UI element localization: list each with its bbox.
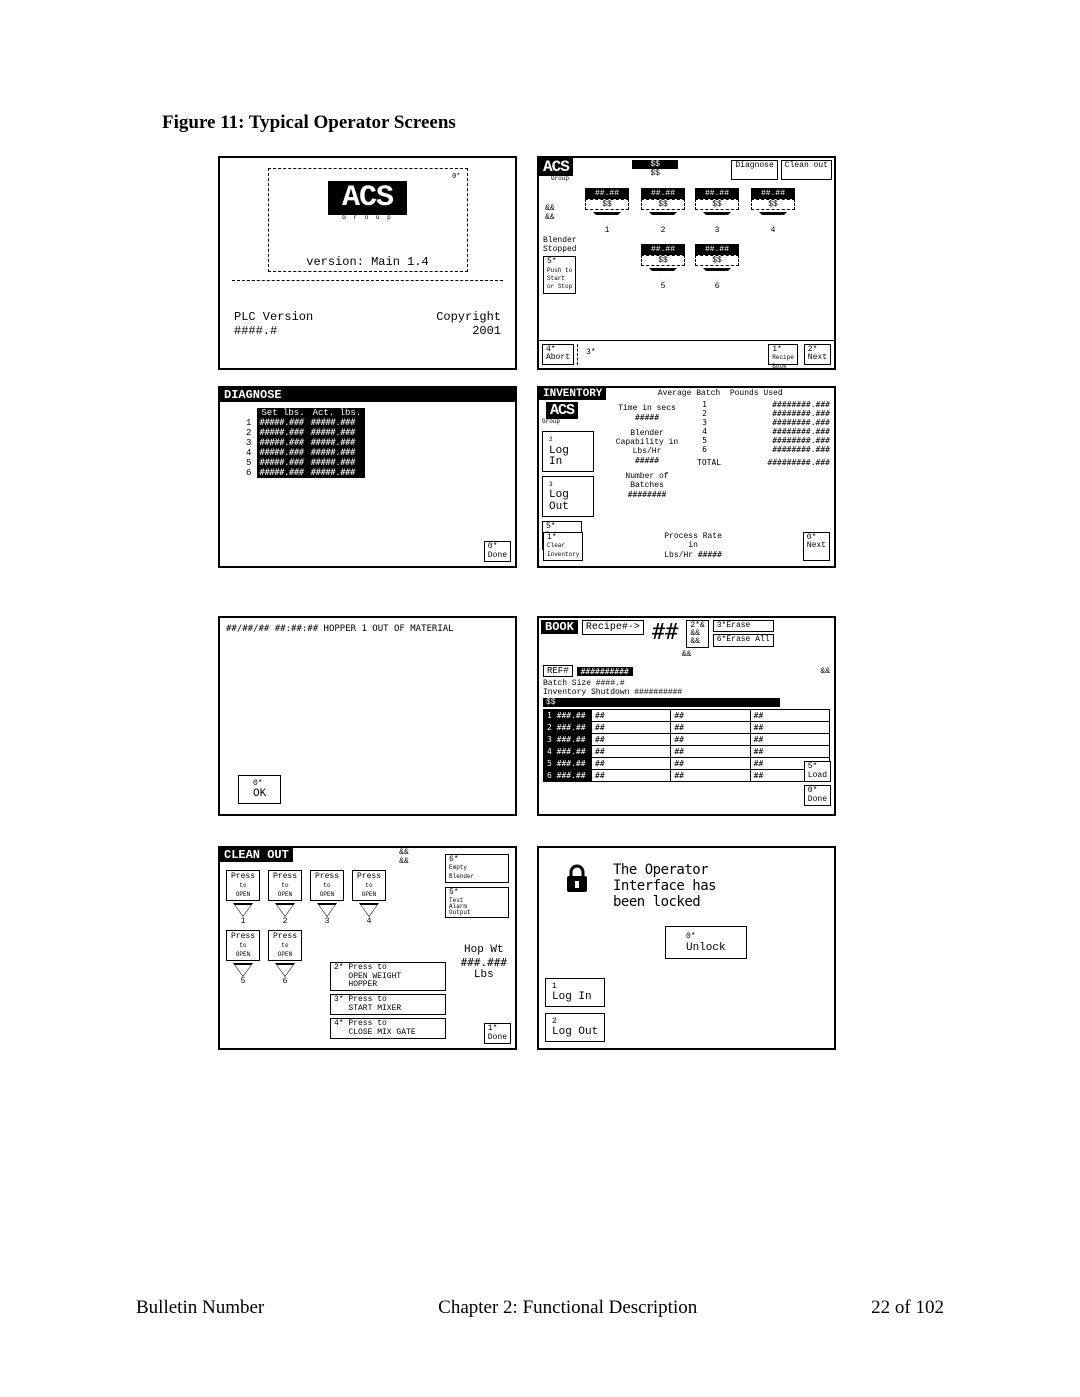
step-3[interactable]: 3* Press to START MIXER xyxy=(330,994,446,1015)
step-4[interactable]: 4* Press to CLOSE MIX GATE xyxy=(330,1018,446,1039)
alarm-text: ##/##/## ##:##:## HOPPER 1 OUT OF MATERI… xyxy=(220,618,515,640)
plc-value: ####.# xyxy=(234,324,277,338)
page: Figure 11: Typical Operator Screens 0* A… xyxy=(0,0,1080,1397)
screen-main: ACS Group $$ $$ Diagnose Clean out && && xyxy=(537,156,836,370)
version-text: version: Main 1.4 xyxy=(269,255,467,269)
press-1[interactable]: PresstoOPEN xyxy=(226,870,260,901)
acs-logo: ACS xyxy=(546,402,578,419)
login-button[interactable]: 2Log In xyxy=(542,431,594,472)
screen-inventory: INVENTORY Average Batch Pounds Used ACS … xyxy=(537,386,836,568)
footer-right: 22 of 102 xyxy=(871,1297,944,1319)
copyright-year: 2001 xyxy=(472,324,501,338)
diagnose-button[interactable]: Diagnose xyxy=(731,160,777,180)
title-top: $$ xyxy=(632,160,678,169)
logout-button[interactable]: 3Log Out xyxy=(542,476,594,517)
locked-msg-3: been locked xyxy=(613,894,716,910)
diagnose-table: Set lbs. Act. lbs. 1#####.########.### 2… xyxy=(244,408,365,478)
next-button[interactable]: 2*Next xyxy=(804,344,831,365)
ref-label: REF# xyxy=(543,665,573,677)
hop1-top: ##.## xyxy=(585,188,629,199)
title-bot: $$ xyxy=(650,169,660,178)
press-6[interactable]: PresstoOPEN xyxy=(268,930,302,961)
screen-diagnose: DIAGNOSE Set lbs. Act. lbs. 1#####.#####… xyxy=(218,386,517,568)
recipe-label: Recipe#-> xyxy=(582,620,644,635)
test-alarm-button[interactable]: 5*Test Alarm Output xyxy=(445,887,509,918)
next-button[interactable]: 0*Next xyxy=(803,532,830,561)
lock-icon xyxy=(563,862,591,898)
hopwt-label: Hop Wt xyxy=(461,944,507,956)
header: CLEAN OUT xyxy=(220,848,293,862)
copyright-label: Copyright xyxy=(436,310,501,324)
screens-container: 0* ACS G r o u p version: Main 1.4 PLC V… xyxy=(218,156,836,1060)
pct-label-2: && xyxy=(545,213,555,222)
recipe-button[interactable]: 1*Recipe Book xyxy=(768,344,798,365)
ok-button[interactable]: 0*OK xyxy=(238,775,281,804)
load-button[interactable]: 5*Load xyxy=(804,761,831,782)
done-button[interactable]: 0*Done xyxy=(804,785,831,806)
blender-label: Blender xyxy=(543,236,577,245)
screen-locked: The Operator Interface has been locked 0… xyxy=(537,846,836,1050)
page-footer: Bulletin Number Chapter 2: Functional De… xyxy=(136,1297,944,1319)
cleanout-button[interactable]: Clean out xyxy=(781,160,832,180)
footer-center: Chapter 2: Functional Description xyxy=(438,1297,697,1319)
abort-button[interactable]: 4*Abort xyxy=(542,344,574,365)
hopwt-value: ###.### xyxy=(461,956,507,969)
book-table: 1 ###.######## 2 ###.######## 3 ###.####… xyxy=(543,709,830,782)
acs-logo: ACS xyxy=(539,158,573,176)
ref-val: ########## xyxy=(577,667,633,676)
acs-logo: ACS xyxy=(328,181,407,215)
screen-cleanout: CLEAN OUT &&&& PresstoOPEN1 PresstoOPEN2… xyxy=(218,846,517,1050)
screen-alarm: ##/##/## ##:##:## HOPPER 1 OUT OF MATERI… xyxy=(218,616,517,816)
screen-book: BOOK Recipe#-> ## 2*& && && 3*Erase 6*Er… xyxy=(537,616,836,816)
logout-button[interactable]: 2Log Out xyxy=(545,1013,605,1042)
done-button[interactable]: 0*Done xyxy=(484,541,511,562)
press-2[interactable]: PresstoOPEN xyxy=(268,870,302,901)
unlock-button[interactable]: 0* Unlock xyxy=(665,926,747,959)
erase-all-button[interactable]: 6*Erase All xyxy=(713,634,774,646)
f3-area: 3* xyxy=(577,344,765,365)
footer-left: Bulletin Number xyxy=(136,1297,264,1319)
pct-label-1: && xyxy=(545,204,555,213)
screen-splash: 0* ACS G r o u p version: Main 1.4 PLC V… xyxy=(218,156,517,370)
clear-button[interactable]: 1*Clear Inventory xyxy=(543,532,583,561)
locked-msg-2: Interface has xyxy=(613,878,716,894)
start-stop-button[interactable]: 5* Push to Start or Stop xyxy=(543,256,576,294)
step-2[interactable]: 2* Press to OPEN WEIGHT HOPPER xyxy=(330,962,446,991)
topbar: $$ xyxy=(543,698,780,707)
press-5[interactable]: PresstoOPEN xyxy=(226,930,260,961)
login-button[interactable]: 1Log In xyxy=(545,978,605,1007)
acs-subtitle: G r o u p xyxy=(269,214,467,221)
col-act: Act. lbs. xyxy=(309,408,366,418)
figure-title: Figure 11: Typical Operator Screens xyxy=(162,112,946,134)
plc-label: PLC Version xyxy=(234,310,313,324)
erase-button[interactable]: 3*Erase xyxy=(713,620,774,632)
header: INVENTORY xyxy=(539,388,606,400)
header: DIAGNOSE xyxy=(220,388,515,402)
header: BOOK xyxy=(541,620,578,634)
recipe-hash: ## xyxy=(648,620,683,645)
press-3[interactable]: PresstoOPEN xyxy=(310,870,344,901)
col-set: Set lbs. xyxy=(257,408,308,418)
stopped-label: Stopped xyxy=(543,245,577,254)
locked-msg-1: The Operator xyxy=(613,862,716,878)
press-4[interactable]: PresstoOPEN xyxy=(352,870,386,901)
empty-blender-button[interactable]: 6*Empty Blender xyxy=(445,854,509,883)
lbs-label: Lbs xyxy=(461,969,507,981)
amp2: && xyxy=(820,667,830,676)
done-button[interactable]: 1*Done xyxy=(484,1023,511,1044)
